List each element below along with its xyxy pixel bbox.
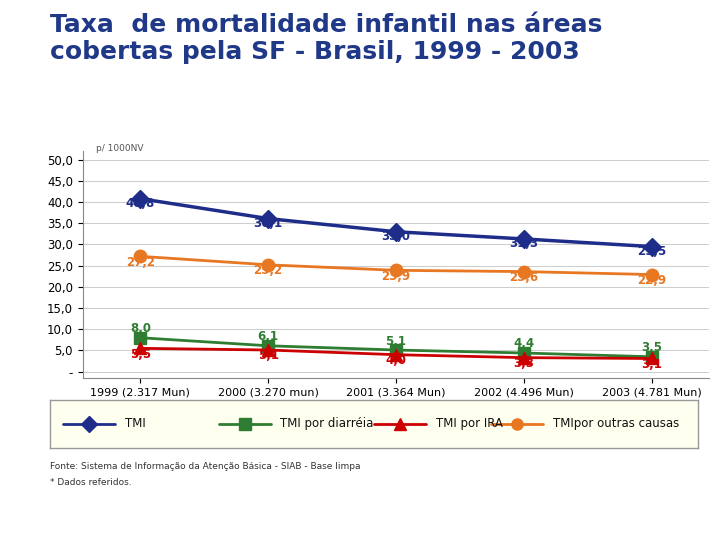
Text: Taxa  de mortalidade infantil nas áreas: Taxa de mortalidade infantil nas áreas	[50, 14, 603, 37]
Text: 29,5: 29,5	[637, 245, 666, 258]
Text: 3,1: 3,1	[642, 358, 662, 371]
Text: 5,1: 5,1	[258, 349, 279, 362]
Text: * Dados referidos.: * Dados referidos.	[50, 478, 132, 487]
Text: 8,0: 8,0	[130, 322, 150, 335]
Text: 4,4: 4,4	[513, 338, 534, 350]
Text: 31,3: 31,3	[509, 238, 539, 251]
Text: 5,1: 5,1	[385, 334, 407, 348]
Text: 4,0: 4,0	[385, 354, 407, 367]
Text: 23,6: 23,6	[509, 271, 539, 284]
Text: TMI por diarréia: TMI por diarréia	[281, 417, 374, 430]
Text: 25,2: 25,2	[253, 264, 283, 277]
Text: Fonte: Sistema de Informação da Atenção Básica - SIAB - Base limpa: Fonte: Sistema de Informação da Atenção …	[50, 462, 361, 471]
Text: 22,9: 22,9	[637, 274, 666, 287]
Text: 5,5: 5,5	[130, 348, 151, 361]
Text: 27,2: 27,2	[126, 255, 155, 269]
Text: cobertas pela SF - Brasil, 1999 - 2003: cobertas pela SF - Brasil, 1999 - 2003	[50, 40, 580, 64]
Text: TMIpor outras causas: TMIpor outras causas	[553, 417, 679, 430]
Text: 40,8: 40,8	[126, 197, 155, 210]
Text: TMI por IRA: TMI por IRA	[436, 417, 503, 430]
Text: p/ 1000NV: p/ 1000NV	[96, 144, 143, 153]
Text: 3,5: 3,5	[642, 341, 662, 354]
Text: 6,1: 6,1	[258, 330, 279, 343]
Text: 36,1: 36,1	[253, 217, 283, 230]
Text: 33,0: 33,0	[382, 230, 410, 243]
Text: 23,9: 23,9	[382, 269, 410, 282]
Text: 3,3: 3,3	[513, 357, 534, 370]
Text: TMI: TMI	[125, 417, 145, 430]
